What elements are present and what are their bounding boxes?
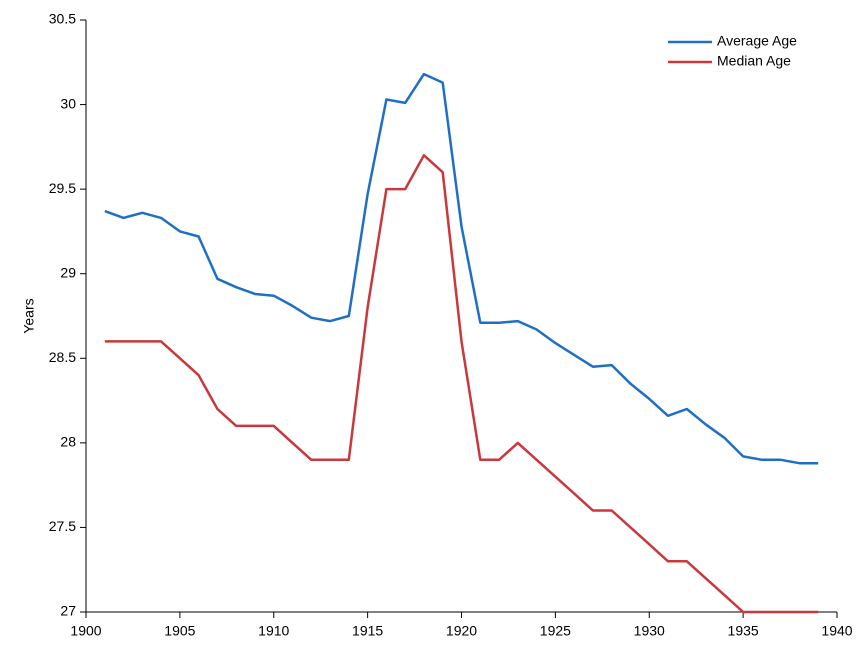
y-tick-label: 27.5 bbox=[49, 518, 76, 534]
x-tick-label: 1910 bbox=[258, 623, 289, 639]
line bbox=[104, 154, 819, 614]
y-tick-label: 28 bbox=[60, 434, 76, 450]
x-tick-label: 1920 bbox=[446, 623, 477, 639]
x-tick-label: 1930 bbox=[634, 623, 665, 639]
y-tick-label: 29.5 bbox=[49, 180, 76, 196]
line bbox=[104, 72, 819, 465]
x-tick-label: 1935 bbox=[728, 623, 759, 639]
y-tick-label: 30 bbox=[60, 95, 76, 111]
y-tick-label: 27 bbox=[60, 603, 76, 619]
x-tick-label: 1940 bbox=[821, 623, 852, 639]
legend-label: Average Age bbox=[717, 33, 797, 49]
x-tick-label: 1925 bbox=[540, 623, 571, 639]
legend-label: Median Age bbox=[717, 53, 791, 69]
x-tick-label: 1905 bbox=[164, 623, 195, 639]
y-axis-label: Years bbox=[21, 298, 37, 333]
y-tick-label: 30.5 bbox=[49, 11, 76, 27]
y-tick-label: 28.5 bbox=[49, 349, 76, 365]
x-tick-label: 1915 bbox=[352, 623, 383, 639]
x-tick-label: 1900 bbox=[70, 623, 101, 639]
y-tick-label: 29 bbox=[60, 264, 76, 280]
